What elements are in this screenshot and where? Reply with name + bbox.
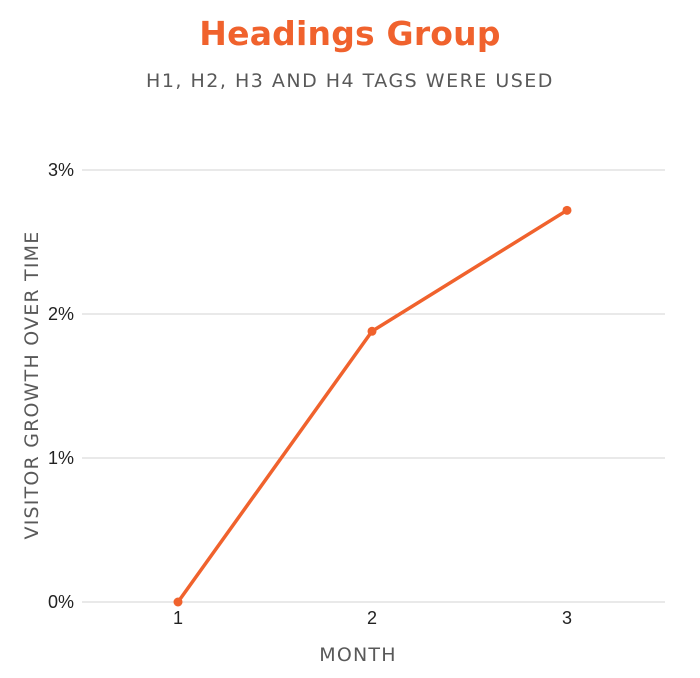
grid-lines: [82, 169, 665, 603]
series-line: [176, 208, 569, 604]
chart-title: Headings Group: [199, 14, 501, 53]
x-tick-label: 3: [562, 608, 572, 628]
x-tick-labels: 1 2 3: [173, 608, 572, 628]
y-tick-label: 3%: [48, 160, 74, 180]
x-tick-label: 2: [367, 608, 377, 628]
chart-subtitle: H1, H2, H3 AND H4 TAGS WERE USED: [146, 70, 554, 92]
data-point[interactable]: [367, 326, 377, 336]
x-axis-label: MONTH: [319, 644, 396, 666]
x-tick-label: 1: [173, 608, 183, 628]
data-point[interactable]: [173, 597, 183, 607]
data-point[interactable]: [562, 205, 572, 215]
y-tick-label: 0%: [48, 592, 74, 612]
y-tick-label: 1%: [48, 448, 74, 468]
y-tick-label: 2%: [48, 304, 74, 324]
series-layer: [173, 205, 572, 607]
y-axis-label: VISITOR GROWTH OVER TIME: [21, 231, 43, 540]
y-tick-labels: 0% 1% 2% 3%: [48, 160, 74, 612]
